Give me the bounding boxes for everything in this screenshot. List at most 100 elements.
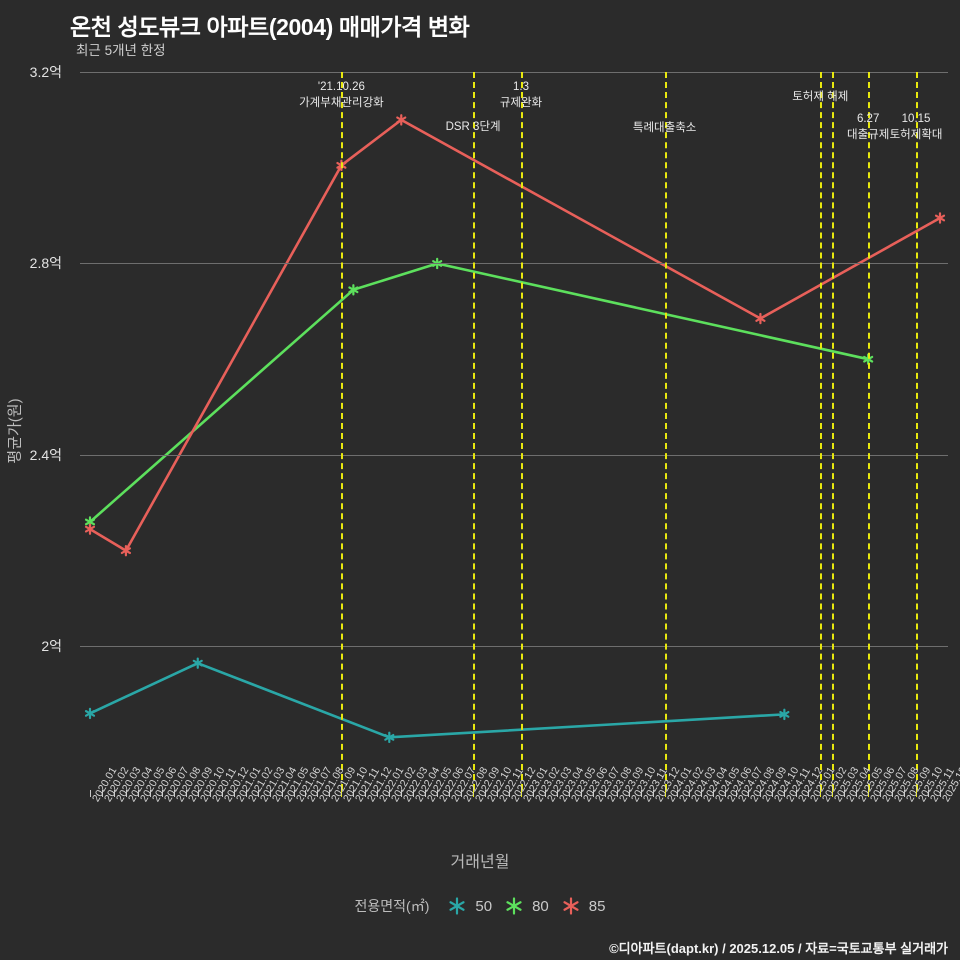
legend-item-label: 50	[475, 897, 493, 915]
x-axis-tick	[257, 790, 259, 797]
data-point-marker	[449, 897, 465, 915]
x-axis-tick	[281, 790, 283, 797]
event-marker-label-line2: 토허제 해제	[792, 91, 849, 103]
x-axis-tick	[90, 790, 91, 797]
x-axis-tick	[940, 790, 941, 797]
legend-item-50[interactable]: 50	[446, 895, 492, 917]
x-axis-tick	[748, 790, 750, 797]
x-axis-tick	[197, 790, 199, 797]
event-marker-label: '21.10.26 가계부채관리강화	[299, 80, 384, 111]
event-marker-label-line2: 특례대출축소	[632, 122, 697, 134]
x-axis-tick	[676, 790, 678, 797]
x-axis-tick	[425, 790, 427, 797]
series-layer	[84, 114, 946, 744]
x-axis-tick	[233, 790, 235, 797]
event-marker-line	[473, 72, 476, 790]
legend-item-label: 80	[532, 897, 549, 915]
event-marker-line	[664, 72, 667, 790]
x-axis-tick	[736, 790, 738, 797]
x-axis-tick	[269, 790, 271, 797]
x-axis-ticks	[80, 790, 948, 798]
event-marker-label-line1: '21.10.26	[317, 81, 365, 93]
y-axis-tick-label: 3.2억	[29, 64, 62, 80]
x-axis-tick	[844, 790, 846, 797]
gridline	[80, 263, 948, 265]
y-axis-label-wrap: 평균가(원)	[7, 72, 24, 790]
event-marker-line	[916, 72, 919, 790]
x-axis-tick	[125, 790, 127, 797]
x-axis-tick	[892, 790, 894, 797]
x-axis-tick	[473, 790, 475, 797]
legend-item-80[interactable]: 80	[503, 895, 549, 917]
data-point-marker	[506, 897, 522, 915]
x-axis-tick	[616, 790, 618, 797]
plot-area: 3.2억 2.8억 2.4억 2억	[30, 64, 948, 790]
event-marker-label: 1.3 규제완화	[500, 80, 542, 111]
data-point-marker	[563, 897, 579, 915]
legend-title: 전용면적(㎡)	[354, 898, 430, 914]
x-axis-tick	[317, 790, 319, 797]
legend-item-label: 85	[588, 897, 606, 915]
x-axis-tick	[904, 790, 906, 797]
data-point-marker	[384, 731, 395, 744]
event-marker-line	[832, 72, 835, 790]
x-axis-tick	[509, 790, 510, 797]
event-marker-label-line2: 규제완화	[499, 96, 543, 109]
x-axis-tick	[808, 790, 810, 797]
y-axis-tick-label: 2억	[41, 638, 62, 655]
data-point-marker	[779, 708, 790, 721]
x-axis-tick	[664, 790, 666, 797]
gridline	[80, 646, 948, 648]
x-axis-tick	[209, 790, 211, 797]
y-axis-tick-label: 2.8억	[29, 255, 62, 272]
series-line-50	[88, 661, 786, 739]
x-axis-tick	[401, 790, 403, 797]
data-point-marker	[120, 544, 131, 557]
x-axis-tick	[137, 790, 139, 797]
event-marker-label: 토허제 해제	[792, 90, 848, 106]
x-axis-tick	[784, 790, 786, 797]
event-marker-line	[820, 72, 823, 790]
event-marker-label-line2: 토허제확대	[889, 128, 943, 141]
data-point-marker	[934, 212, 946, 224]
x-axis-tick	[449, 790, 451, 797]
data-point-marker	[84, 707, 96, 720]
legend-item-85[interactable]: 85	[560, 895, 606, 917]
x-axis-tick	[341, 790, 343, 797]
x-axis-label: 거래년월	[450, 854, 510, 871]
data-point-marker	[192, 657, 203, 669]
data-point-marker	[84, 523, 96, 535]
x-axis-tick	[820, 790, 822, 797]
x-axis-tick	[868, 790, 870, 797]
legend-marker-icon	[449, 897, 465, 915]
x-axis-tick	[652, 790, 654, 797]
gridline	[80, 72, 948, 73]
x-axis-tick	[101, 790, 103, 797]
x-axis-tick	[185, 790, 187, 797]
page-subtitle: 최근 5개년 한정	[76, 43, 166, 58]
event-marker-label: 10.15 토허제확대	[890, 112, 943, 143]
x-axis-tick	[221, 790, 223, 797]
x-axis-tick	[437, 790, 439, 797]
x-axis-tick	[556, 790, 558, 797]
x-axis-tick	[724, 790, 726, 797]
x-axis-tick	[413, 790, 415, 797]
x-axis-tick	[832, 790, 834, 797]
series-line-80	[88, 262, 870, 524]
y-axis-label: 평균가(원)	[6, 398, 24, 464]
x-axis-tick	[544, 790, 546, 797]
x-axis-tick	[604, 790, 606, 797]
x-axis-tick	[485, 790, 487, 797]
x-axis-tick	[592, 790, 594, 797]
event-marker-label-line2: DSR 3단계	[445, 121, 501, 133]
footer-credit: ©디아파트(dapt.kr) / 2025.12.05 / 자료=국토교통부 실…	[609, 941, 948, 956]
x-axis-tick	[568, 790, 570, 797]
legend-marker-icon	[563, 897, 579, 915]
event-marker-label: 6.27 대출규제	[847, 112, 889, 143]
x-axis-tick	[329, 790, 331, 797]
event-marker-line	[868, 72, 871, 790]
x-axis-tick	[928, 790, 930, 797]
x-axis-tick	[856, 790, 858, 797]
event-marker-line	[520, 72, 523, 790]
